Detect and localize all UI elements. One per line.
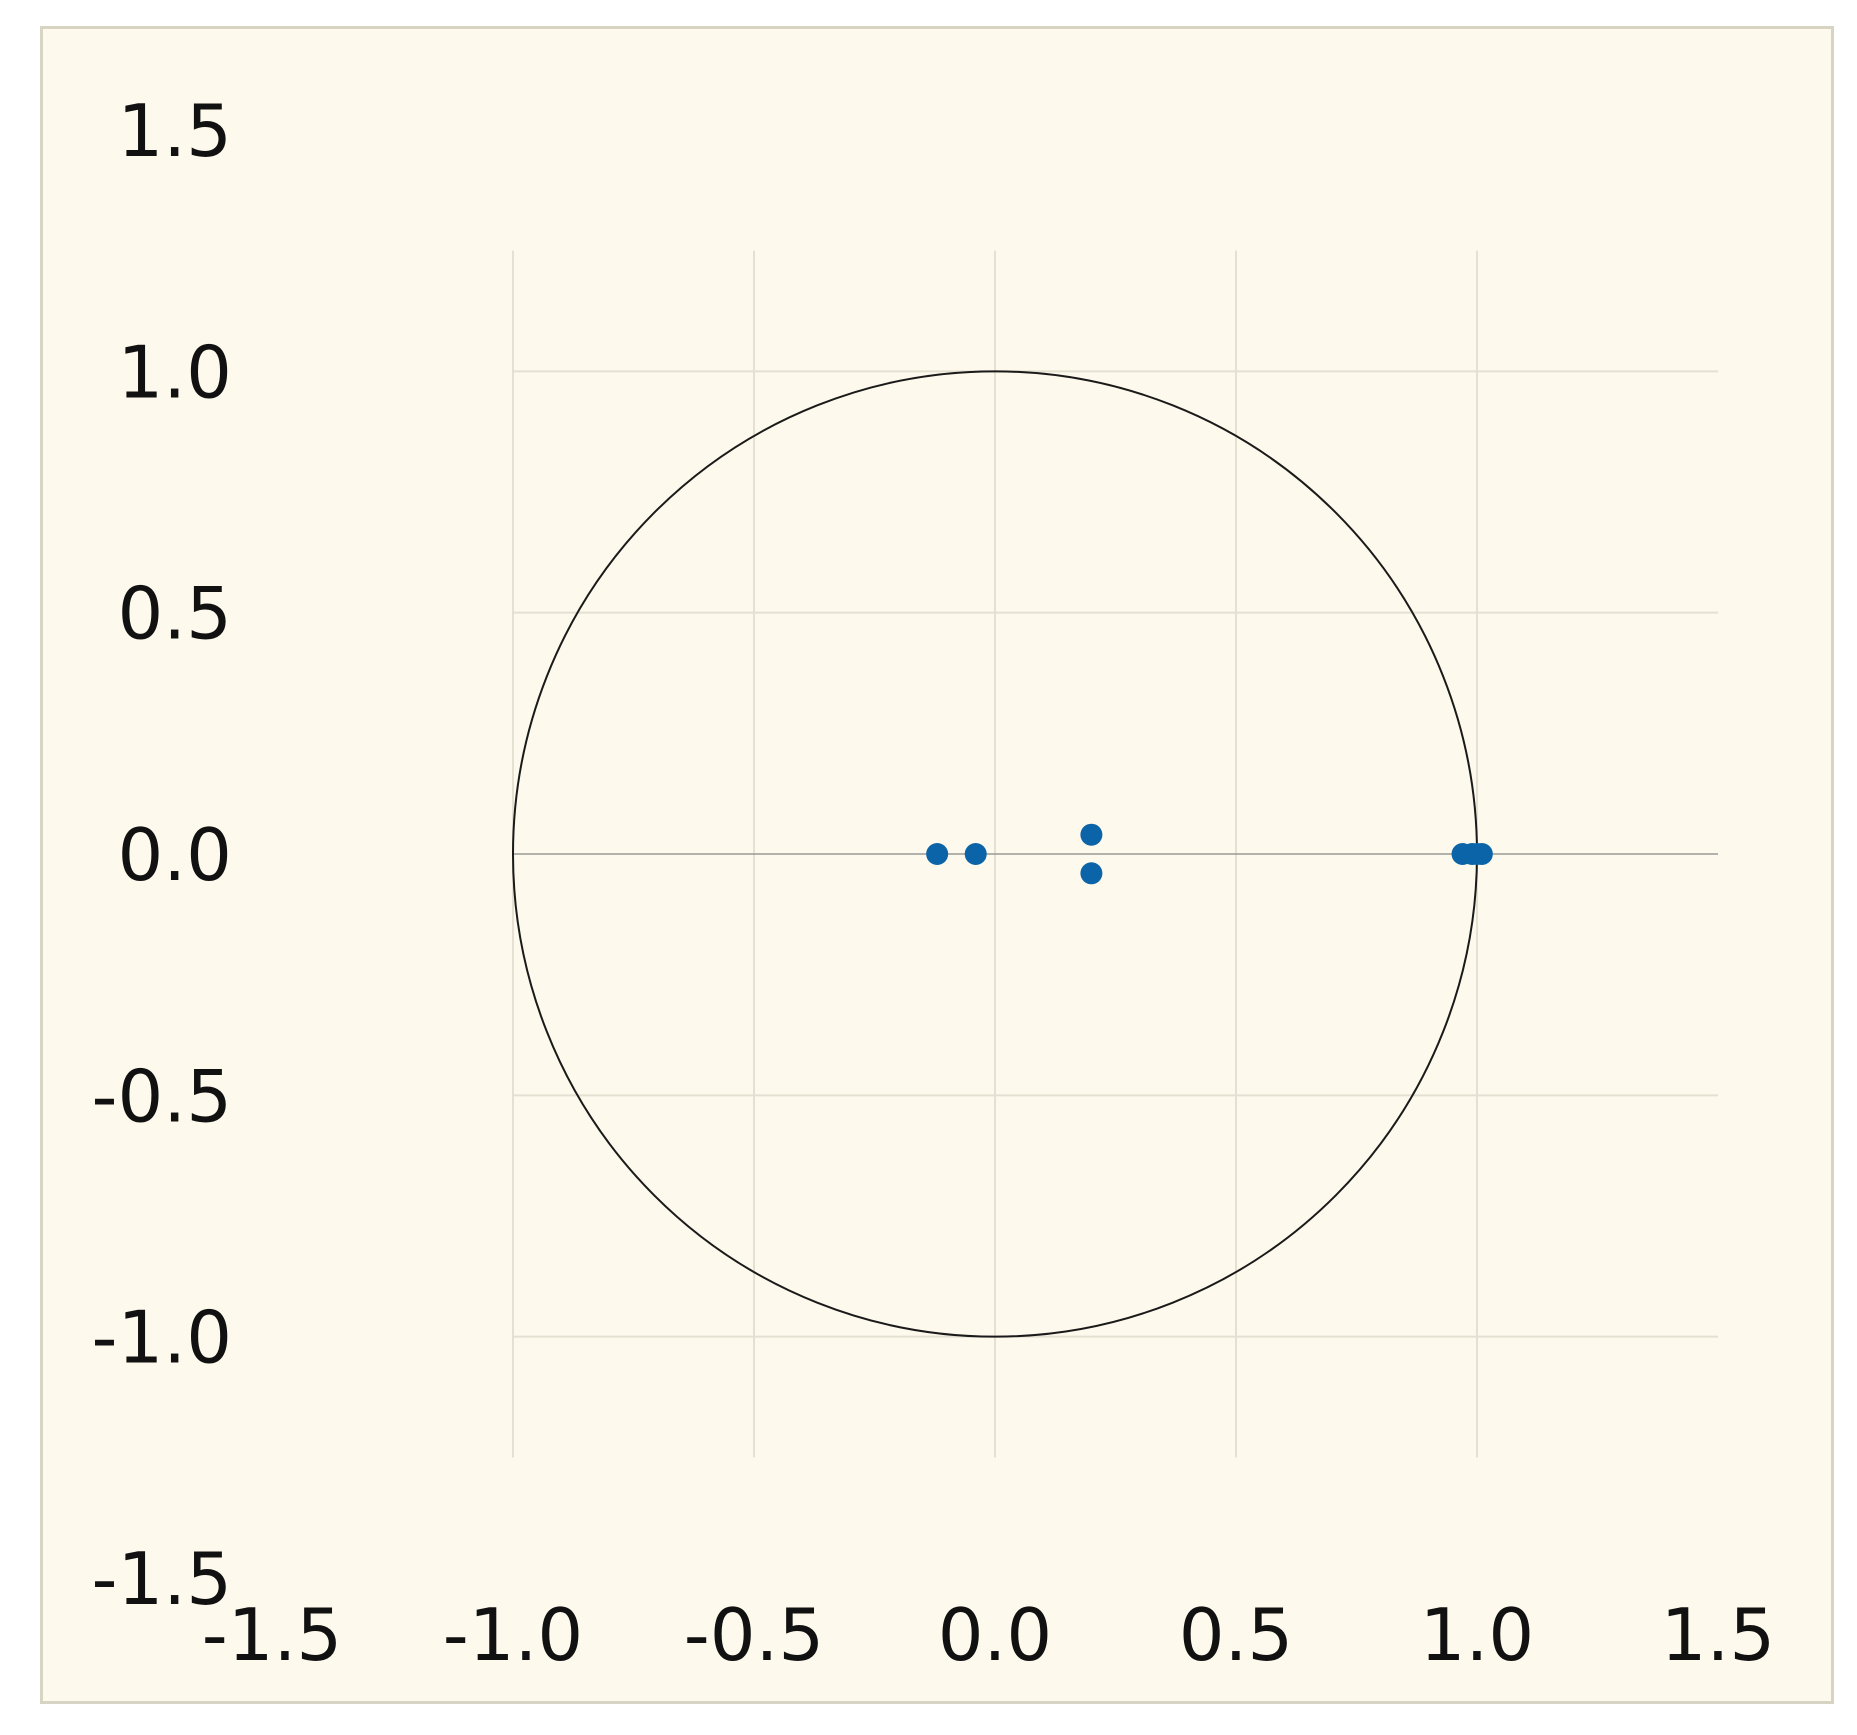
x-tick-label: 0.5 — [1179, 1593, 1294, 1677]
data-points — [926, 823, 1493, 885]
grid — [512, 250, 1718, 1458]
data-point — [1470, 843, 1493, 865]
y-tick-label: 0.5 — [117, 572, 232, 656]
data-point — [1080, 823, 1103, 846]
y-tick-labels: 1.5 1.0 0.5 0.0 -0.5 -1.0 -1.5 — [92, 89, 232, 1621]
y-tick-label: 1.0 — [117, 330, 232, 414]
x-tick-label: 1.0 — [1420, 1593, 1535, 1677]
x-tick-labels: -1.5 -1.0 -0.5 0.0 0.5 1.0 1.5 — [202, 1593, 1776, 1677]
x-tick-label: -0.5 — [684, 1593, 824, 1677]
data-point — [926, 843, 949, 865]
x-tick-label: 0.0 — [938, 1593, 1053, 1677]
data-point — [964, 843, 987, 865]
data-point — [1080, 862, 1103, 885]
y-tick-label: 1.5 — [117, 89, 232, 173]
zero-axes — [513, 250, 1718, 1458]
y-tick-label: 0.0 — [117, 813, 232, 897]
x-tick-label: -1.0 — [443, 1593, 583, 1677]
x-tick-label: 1.5 — [1661, 1593, 1776, 1677]
y-tick-label: -1.5 — [92, 1537, 232, 1621]
y-tick-label: -1.0 — [92, 1296, 232, 1380]
y-tick-label: -0.5 — [92, 1054, 232, 1138]
x-tick-label: -1.5 — [202, 1593, 342, 1677]
chart-frame — [40, 26, 1834, 1704]
